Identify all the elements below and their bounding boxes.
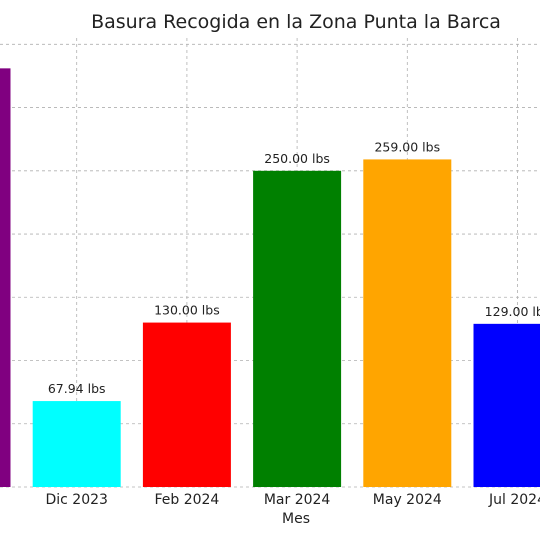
data-label-2: 130.00 lbs	[154, 303, 220, 318]
bar-1	[33, 401, 121, 487]
data-label-5: 129.00 lbs	[485, 304, 540, 319]
bar-2	[143, 323, 231, 487]
bar-5	[474, 324, 540, 487]
chart-title: Basura Recogida en la Zona Punta la Barc…	[91, 11, 501, 33]
x-tick-label-2: Feb 2024	[154, 492, 219, 508]
bar-0	[0, 68, 11, 487]
bar-3	[253, 171, 341, 487]
x-tick-label-5: Jul 2024	[488, 492, 540, 508]
x-axis-label: Mes	[282, 511, 310, 527]
x-tick-label-1: Dic 2023	[45, 492, 107, 508]
bar-4	[363, 159, 451, 487]
data-label-4: 259.00 lbs	[374, 139, 440, 154]
data-label-3: 250.00 lbs	[264, 151, 330, 166]
x-tick-label-4: May 2024	[373, 492, 442, 508]
data-label-1: 67.94 lbs	[48, 381, 106, 396]
x-tick-label-3: Mar 2024	[264, 492, 331, 508]
bar-layer	[0, 68, 540, 487]
